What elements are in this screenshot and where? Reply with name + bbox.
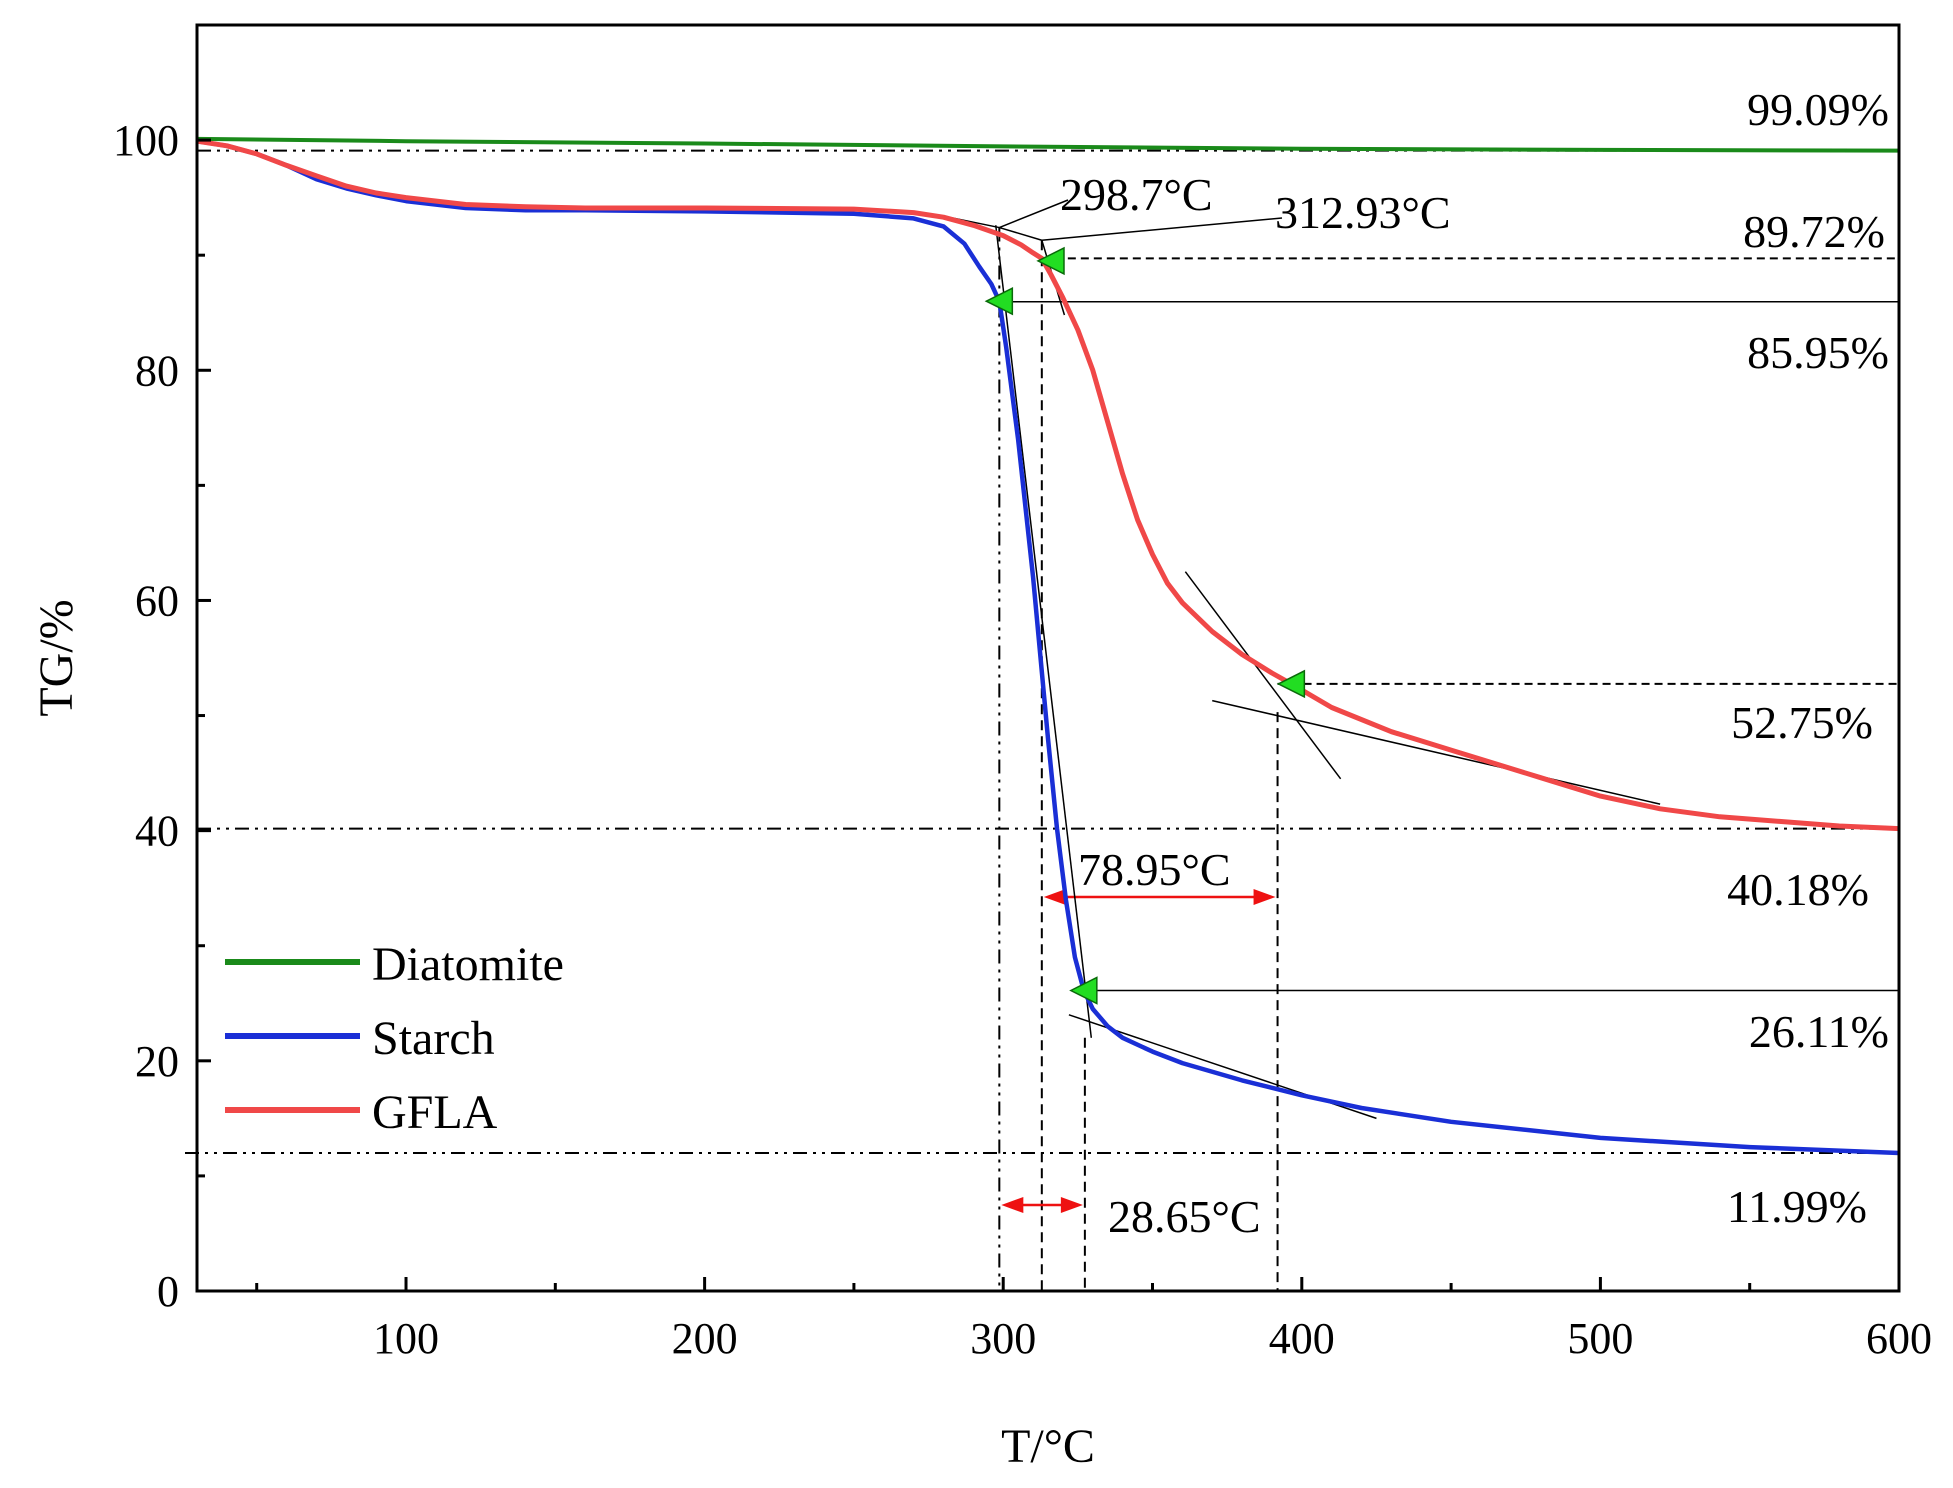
annotations: 298.7°C 312.93°C 78.95°C 28.65°C 99.09% … [1060,84,1889,1242]
marker-gfla-1 [1036,246,1065,276]
axes [195,23,1901,1293]
tangent-line-4 [1184,571,1342,780]
y-axis-title: TG/% [30,599,83,716]
x-tick-label-600: 600 [1866,1314,1932,1363]
tangent-line-1 [995,225,1093,1038]
markers [984,246,1306,1005]
y-tick-label-100: 100 [113,116,179,165]
tangent-line-5 [1212,699,1661,805]
x-tick-label-300: 300 [970,1314,1036,1363]
y-tick-label-20: 20 [135,1037,179,1086]
x-tick-label-400: 400 [1269,1314,1335,1363]
onset-label-starch: 298.7°C [1060,169,1213,220]
legend-label-diatomite: Diatomite [372,938,564,991]
x-tick-label-200: 200 [672,1314,738,1363]
series-line-diatomite [196,136,1900,153]
legend: Diatomite Starch GFLA [225,938,564,1139]
range-label-starch: 28.65°C [1108,1191,1261,1242]
mass-label-gfla-onset: 89.72% [1743,206,1885,257]
leader-line-starch-onset [999,199,1069,229]
series-line-starch [196,138,1900,1156]
y-tick-label-0: 0 [157,1267,179,1316]
leader-line-gfla-onset [1041,217,1283,241]
y-tick-label-80: 80 [135,346,179,395]
mass-label-starch-end: 26.11% [1749,1006,1889,1057]
marker-starch-3 [1069,976,1098,1005]
marker-starch-0 [984,287,1014,316]
mass-label-starch-residual: 11.99% [1727,1181,1867,1232]
marker-gfla-2 [1276,669,1306,699]
x-axis-title: T/°C [1001,1420,1095,1473]
range-arrow-starch-head-right [1060,1197,1083,1213]
mass-label-diatomite: 99.09% [1747,84,1889,135]
x-tick-label-500: 500 [1567,1314,1633,1363]
mass-label-starch-onset: 85.95% [1747,327,1889,378]
legend-label-starch: Starch [372,1012,495,1065]
range-arrow-gfla-head-left [1043,889,1066,905]
range-arrow-gfla-head-right [1253,889,1276,905]
plot-frame [195,23,1901,1293]
x-tick-label-100: 100 [373,1314,439,1363]
legend-label-gfla: GFLA [372,1086,498,1139]
data-series [196,136,1900,1156]
series-line-gfla [196,138,1900,832]
y-tick-label-60: 60 [135,576,179,625]
onset-label-gfla: 312.93°C [1275,187,1451,238]
range-arrow-starch-head-left [1001,1197,1024,1213]
y-tick-label-40: 40 [135,807,179,856]
mass-label-gfla-end: 52.75% [1731,697,1873,748]
tangent-line-2 [999,226,1043,241]
range-label-gfla: 78.95°C [1078,844,1231,895]
ticks: 100 200 300 400 500 600 0 20 40 60 80 100 [113,116,1932,1363]
mass-label-gfla-residual: 40.18% [1727,864,1869,915]
